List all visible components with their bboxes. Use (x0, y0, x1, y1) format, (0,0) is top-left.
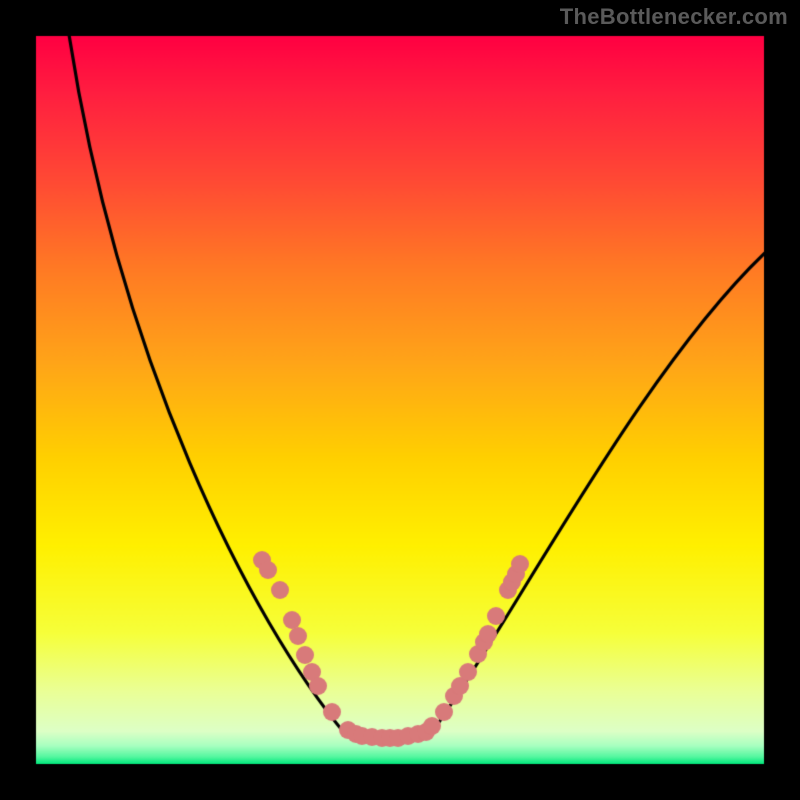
bottleneck-chart (0, 0, 800, 800)
watermark-label: TheBottlenecker.com (560, 4, 788, 30)
chart-stage: TheBottlenecker.com (0, 0, 800, 800)
